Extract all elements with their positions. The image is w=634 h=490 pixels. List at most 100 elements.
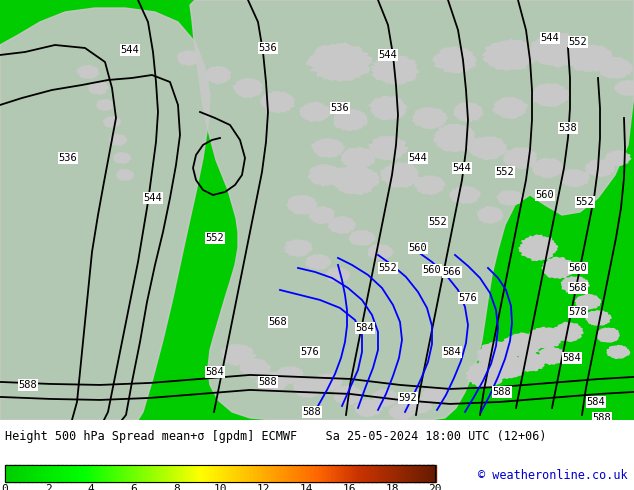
Bar (389, 465, 391, 482)
Bar (283, 465, 284, 482)
Bar (93, 465, 94, 482)
Text: 552: 552 (205, 233, 224, 243)
Polygon shape (415, 176, 445, 195)
Bar (68, 465, 69, 482)
Bar (199, 465, 201, 482)
Bar (63, 465, 65, 482)
Text: © weatheronline.co.uk: © weatheronline.co.uk (479, 469, 628, 483)
Bar (25, 465, 27, 482)
Bar (411, 465, 413, 482)
Text: 584: 584 (443, 347, 462, 357)
Bar (323, 465, 325, 482)
Bar (158, 465, 160, 482)
Bar (142, 465, 144, 482)
Bar (332, 465, 334, 482)
Bar (98, 465, 100, 482)
Bar (39, 465, 41, 482)
Polygon shape (598, 57, 633, 78)
Bar (198, 465, 200, 482)
Bar (431, 465, 433, 482)
Bar (174, 465, 176, 482)
Bar (205, 465, 207, 482)
Bar (77, 465, 79, 482)
Bar (292, 465, 294, 482)
Bar (95, 465, 97, 482)
Text: 560: 560 (409, 243, 427, 253)
Polygon shape (491, 357, 526, 378)
Bar (319, 465, 321, 482)
Text: 588: 588 (259, 377, 278, 387)
Polygon shape (342, 147, 375, 169)
Bar (131, 465, 133, 482)
Text: 552: 552 (496, 167, 514, 177)
Bar (242, 465, 244, 482)
Bar (424, 465, 425, 482)
Bar (126, 465, 128, 482)
Text: 588: 588 (493, 387, 512, 397)
Bar (171, 465, 172, 482)
Bar (41, 465, 43, 482)
Bar (143, 465, 145, 482)
Bar (22, 465, 23, 482)
Bar (276, 465, 278, 482)
Polygon shape (312, 139, 344, 157)
Polygon shape (285, 240, 312, 256)
Bar (235, 465, 236, 482)
Polygon shape (553, 322, 583, 341)
Bar (5, 465, 7, 482)
Bar (57, 465, 59, 482)
Bar (72, 465, 74, 482)
Bar (11, 465, 13, 482)
Bar (409, 465, 411, 482)
Bar (370, 465, 372, 482)
Bar (209, 465, 210, 482)
Bar (36, 465, 38, 482)
Polygon shape (482, 40, 537, 70)
Bar (297, 465, 299, 482)
Bar (269, 465, 271, 482)
Bar (150, 465, 152, 482)
Bar (408, 465, 410, 482)
Polygon shape (97, 100, 113, 110)
Bar (18, 465, 20, 482)
Bar (352, 465, 353, 482)
Bar (215, 465, 217, 482)
Bar (211, 465, 212, 482)
Polygon shape (334, 109, 368, 130)
Bar (78, 465, 80, 482)
Bar (127, 465, 129, 482)
Bar (396, 465, 398, 482)
Bar (165, 465, 167, 482)
Bar (287, 465, 288, 482)
Polygon shape (328, 217, 356, 233)
Text: 544: 544 (144, 193, 162, 203)
Bar (240, 465, 242, 482)
Bar (271, 465, 273, 482)
Polygon shape (380, 162, 419, 187)
Bar (404, 465, 406, 482)
Bar (186, 465, 188, 482)
Bar (178, 465, 180, 482)
Text: 568: 568 (269, 317, 287, 327)
Bar (53, 465, 55, 482)
Bar (365, 465, 366, 482)
Bar (183, 465, 185, 482)
Bar (427, 465, 429, 482)
Bar (21, 465, 22, 482)
Polygon shape (450, 186, 480, 203)
Bar (293, 465, 295, 482)
Text: 552: 552 (378, 263, 398, 273)
Bar (224, 465, 226, 482)
Bar (110, 465, 112, 482)
Polygon shape (561, 277, 589, 294)
Bar (345, 465, 347, 482)
Bar (362, 465, 364, 482)
Bar (104, 465, 106, 482)
Bar (65, 465, 67, 482)
Bar (298, 465, 300, 482)
Bar (267, 465, 269, 482)
Bar (289, 465, 291, 482)
Bar (358, 465, 360, 482)
Bar (160, 465, 162, 482)
Bar (40, 465, 42, 482)
